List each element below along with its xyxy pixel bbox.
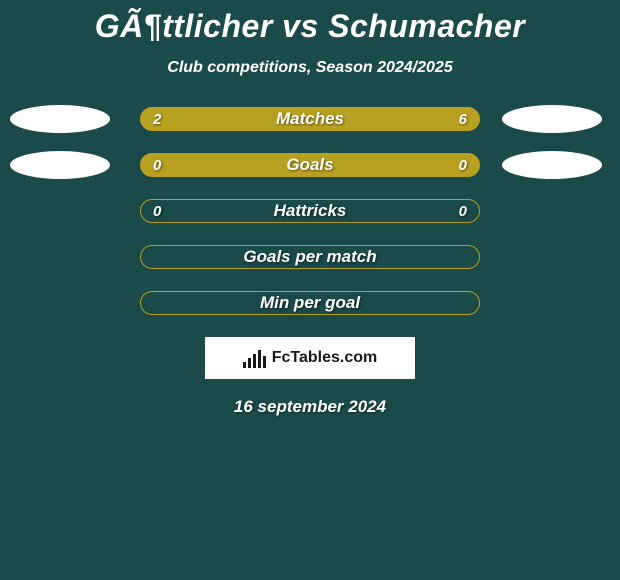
subtitle: Club competitions, Season 2024/2025	[0, 59, 620, 77]
comparison-container: GÃ¶ttlicher vs Schumacher Club competiti…	[0, 0, 620, 417]
stat-row: 0Hattricks0	[0, 199, 620, 223]
stat-label: Min per goal	[141, 293, 479, 313]
badge-text: FcTables.com	[272, 349, 378, 367]
stat-label: Goals	[141, 155, 479, 175]
left-spacer	[0, 105, 140, 133]
stat-row: Min per goal	[0, 291, 620, 315]
stat-label: Matches	[141, 109, 479, 129]
stat-row: Goals per match	[0, 245, 620, 269]
stat-label: Hattricks	[141, 201, 479, 221]
player-left-icon	[10, 151, 110, 179]
stat-bar: 0Goals0	[140, 153, 480, 177]
page-title: GÃ¶ttlicher vs Schumacher	[0, 8, 620, 45]
player-right-icon	[502, 151, 602, 179]
source-badge[interactable]: FcTables.com	[205, 337, 415, 379]
stat-label: Goals per match	[141, 247, 479, 267]
left-spacer	[0, 151, 140, 179]
right-spacer	[480, 105, 620, 133]
stat-bar: Goals per match	[140, 245, 480, 269]
stat-row: 2Matches6	[0, 107, 620, 131]
stat-bar: 2Matches6	[140, 107, 480, 131]
player-right-icon	[502, 105, 602, 133]
stat-row: 0Goals0	[0, 153, 620, 177]
stat-bar: Min per goal	[140, 291, 480, 315]
right-spacer	[480, 151, 620, 179]
stat-bar: 0Hattricks0	[140, 199, 480, 223]
stat-value-right: 0	[459, 157, 467, 174]
stat-value-right: 0	[459, 203, 467, 220]
chart-icon	[243, 348, 266, 368]
date: 16 september 2024	[0, 397, 620, 417]
stat-rows: 2Matches60Goals00Hattricks0Goals per mat…	[0, 107, 620, 315]
stat-value-right: 6	[459, 111, 467, 128]
player-left-icon	[10, 105, 110, 133]
